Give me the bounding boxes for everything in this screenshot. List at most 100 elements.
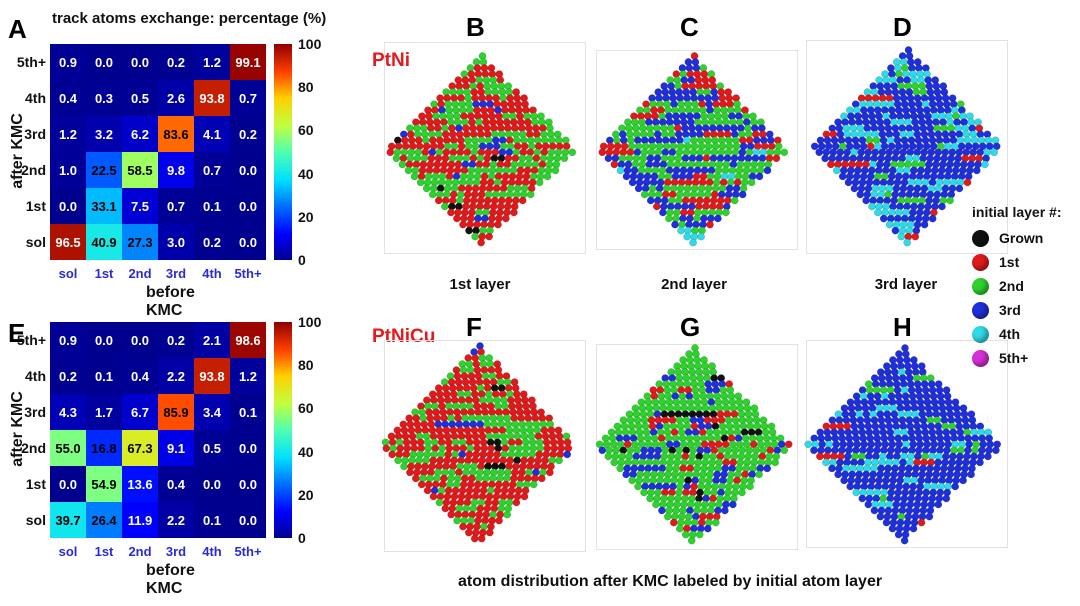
atom [885,220,894,229]
panel-letter-e: E [8,318,26,348]
atom [828,464,836,473]
atom [400,462,408,471]
heatmap-cell: 1.2 [50,116,86,152]
colorbar-tick-label: 100 [298,36,322,52]
atom [856,190,865,199]
heatmap-colorbar [274,322,292,538]
atom [879,214,888,223]
atom [967,470,975,479]
heatmap-cell: 4.1 [194,116,230,152]
atom [911,232,920,241]
heatmap-row-label: 4th [25,368,46,384]
panel-letter-g: G [680,312,701,342]
atom [992,446,1000,455]
atom [858,494,867,503]
heatmap-cell: 6.2 [122,116,158,152]
atom [652,202,661,211]
heatmap-cell: 26.4 [86,502,122,538]
render-frame-c [596,50,798,250]
atom [382,444,391,453]
heatmap-col-label: 3rd [165,544,187,559]
panel-letter-c: C [680,12,699,42]
atom [891,226,900,235]
atom [604,154,613,163]
heatmap-cell: 1.0 [50,152,86,188]
nanoparticle-render-h [804,344,1002,545]
nanoparticle-render-d [810,46,1001,247]
atom [429,492,438,501]
atom [868,202,876,211]
atom [610,160,619,169]
atom [470,534,479,543]
heatmap-title: track atoms exchange: percentage (%) [52,10,327,27]
atom [537,474,546,483]
heatmap-cell: 2.2 [158,358,194,394]
atom [738,488,746,497]
atom [862,196,870,205]
heatmap-cell: 0.0 [86,44,122,80]
atom [729,500,737,509]
atom [972,166,981,175]
heatmap-ylabel: after KMC [9,113,26,189]
atom [388,450,397,459]
atom [780,148,789,157]
nanoparticle-render-c [598,52,789,247]
atom [665,214,673,223]
legend-title: initial layer #: [972,204,1062,220]
heatmap-cell: 0.0 [230,430,266,466]
heatmap-cell: 11.9 [122,502,158,538]
heatmap-cell: 0.0 [86,322,122,358]
heatmap-cell: 0.3 [86,80,122,116]
atom [604,452,613,461]
atom [990,148,999,157]
heatmap-col-label: 3rd [165,266,187,281]
heatmap-cell: 0.2 [158,322,194,358]
heatmap-cell: 0.1 [194,502,230,538]
colorbar-tick-label: 60 [298,400,314,417]
atom [687,536,696,545]
atom [925,512,934,521]
atom [598,148,607,157]
atom [697,232,705,241]
colorbar-tick-label: 20 [298,486,314,503]
heatmap-cell: 0.2 [158,44,194,80]
panel-letter-b: B [466,12,485,42]
atom [465,226,473,235]
atom [658,506,666,515]
atom [640,488,648,497]
legend-dot-4th [972,325,989,343]
atom [755,172,764,181]
atom [832,166,841,175]
atom [714,214,722,223]
atom [695,530,704,539]
heatmap-col-label: 4th [202,266,222,281]
render-frame-b [384,42,586,254]
heatmap-row-label: 2nd [21,162,46,178]
atom [876,512,885,521]
heatmap-cell: 0.0 [50,188,86,224]
atom [852,488,861,497]
heatmap-cell: 13.6 [122,466,158,502]
atom [386,148,395,157]
atom [546,468,554,477]
atom [942,494,951,503]
heatmap-cell: 0.1 [230,394,266,430]
heatmap-cell: 39.7 [50,502,86,538]
atom [844,178,853,187]
legend: initial layer #: Grown 1st 2nd 3rd 4th 5… [972,204,1078,370]
nanoparticle-render-f [381,342,573,543]
heatmap-cell: 40.9 [86,224,122,260]
heatmap-cell: 2.2 [158,502,194,538]
atom [459,522,467,531]
atom [959,476,967,485]
atom [394,456,402,465]
render-frame-g [596,344,798,550]
nanoparticle-render-b [386,52,577,247]
heatmap-cell: 2.1 [194,322,230,358]
atom [663,512,672,521]
heatmap-cell: 0.0 [230,152,266,188]
atom [934,500,943,509]
heatmap-cell: 0.4 [122,358,158,394]
legend-dot-2nd [972,277,989,295]
atom [398,160,407,169]
